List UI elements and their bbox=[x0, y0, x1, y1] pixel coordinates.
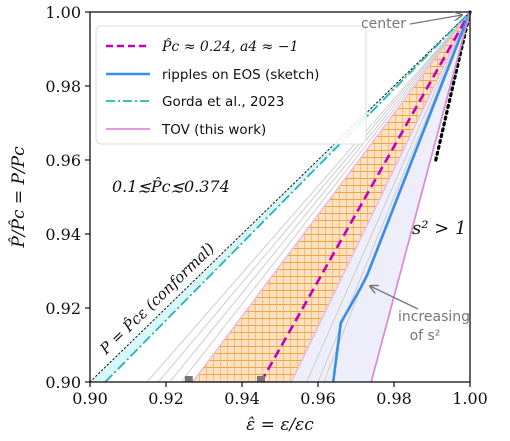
x-axis-title: ε̂ = ε/εc bbox=[246, 415, 314, 435]
gray-ray bbox=[169, 11, 471, 383]
increasing-arrow bbox=[370, 286, 419, 310]
reference-line-0 bbox=[89, 11, 471, 383]
legend: P̂c ≈ 0.24, a4 ≈ −1 ripples on EOS (sket… bbox=[95, 25, 367, 145]
y-tick-label: 1.00 bbox=[45, 3, 81, 22]
x-tick-label: 0.98 bbox=[376, 389, 412, 408]
series-line-1 bbox=[331, 11, 472, 383]
gray-ray bbox=[180, 11, 471, 383]
y-tick-label: 0.98 bbox=[45, 77, 81, 96]
y-tick-label: 0.96 bbox=[45, 151, 81, 170]
y-tick-label: 0.94 bbox=[45, 225, 81, 244]
annotation-increasing-1: increasing bbox=[398, 309, 470, 325]
ticks: 0.90 0.92 0.94 0.96 0.98 1.00 0.90 0.92 0.94 0.96… bbox=[45, 3, 487, 408]
y-axis-title: P̂/P̂c = P/Pc bbox=[9, 146, 29, 249]
gray-ray bbox=[158, 11, 471, 383]
legend-label-1: ripples on EOS (sketch) bbox=[162, 67, 319, 83]
axis-marker-0 bbox=[184, 376, 193, 382]
annotation-center: center bbox=[361, 16, 406, 32]
legend-box bbox=[95, 25, 367, 145]
gray-ray bbox=[146, 11, 471, 383]
y-tick-label: 0.92 bbox=[45, 299, 81, 318]
series-line-3 bbox=[370, 11, 471, 383]
annotation-s2: s² > 1 bbox=[412, 218, 466, 239]
x-tick-label: 0.94 bbox=[224, 389, 260, 408]
series-line-0 bbox=[259, 11, 472, 383]
legend-label-2: Gorda et al., 2023 bbox=[162, 94, 284, 110]
plot-frame bbox=[89, 11, 471, 383]
annotation-increasing-2: of s² bbox=[410, 328, 441, 344]
annotation-range: 0.1≲P̂c≲0.374 bbox=[112, 177, 230, 196]
gray-ray bbox=[306, 11, 471, 383]
annotation-conformal: P = P̂cε (conformal) bbox=[96, 239, 219, 358]
center-arrow bbox=[409, 15, 462, 25]
x-tick-label: 1.00 bbox=[452, 389, 488, 408]
markers bbox=[184, 376, 265, 382]
legend-label-3: TOV (this work) bbox=[161, 122, 266, 138]
y-tick-label: 0.90 bbox=[45, 373, 81, 392]
series-lines bbox=[89, 10, 472, 383]
x-tick-label: 0.96 bbox=[300, 389, 336, 408]
x-tick-label: 0.92 bbox=[148, 389, 184, 408]
legend-label-0: P̂c ≈ 0.24, a4 ≈ −1 bbox=[161, 37, 299, 55]
series-line-2 bbox=[104, 11, 471, 383]
axis-marker-1 bbox=[257, 376, 265, 382]
x-tick-label: 0.90 bbox=[72, 389, 108, 408]
